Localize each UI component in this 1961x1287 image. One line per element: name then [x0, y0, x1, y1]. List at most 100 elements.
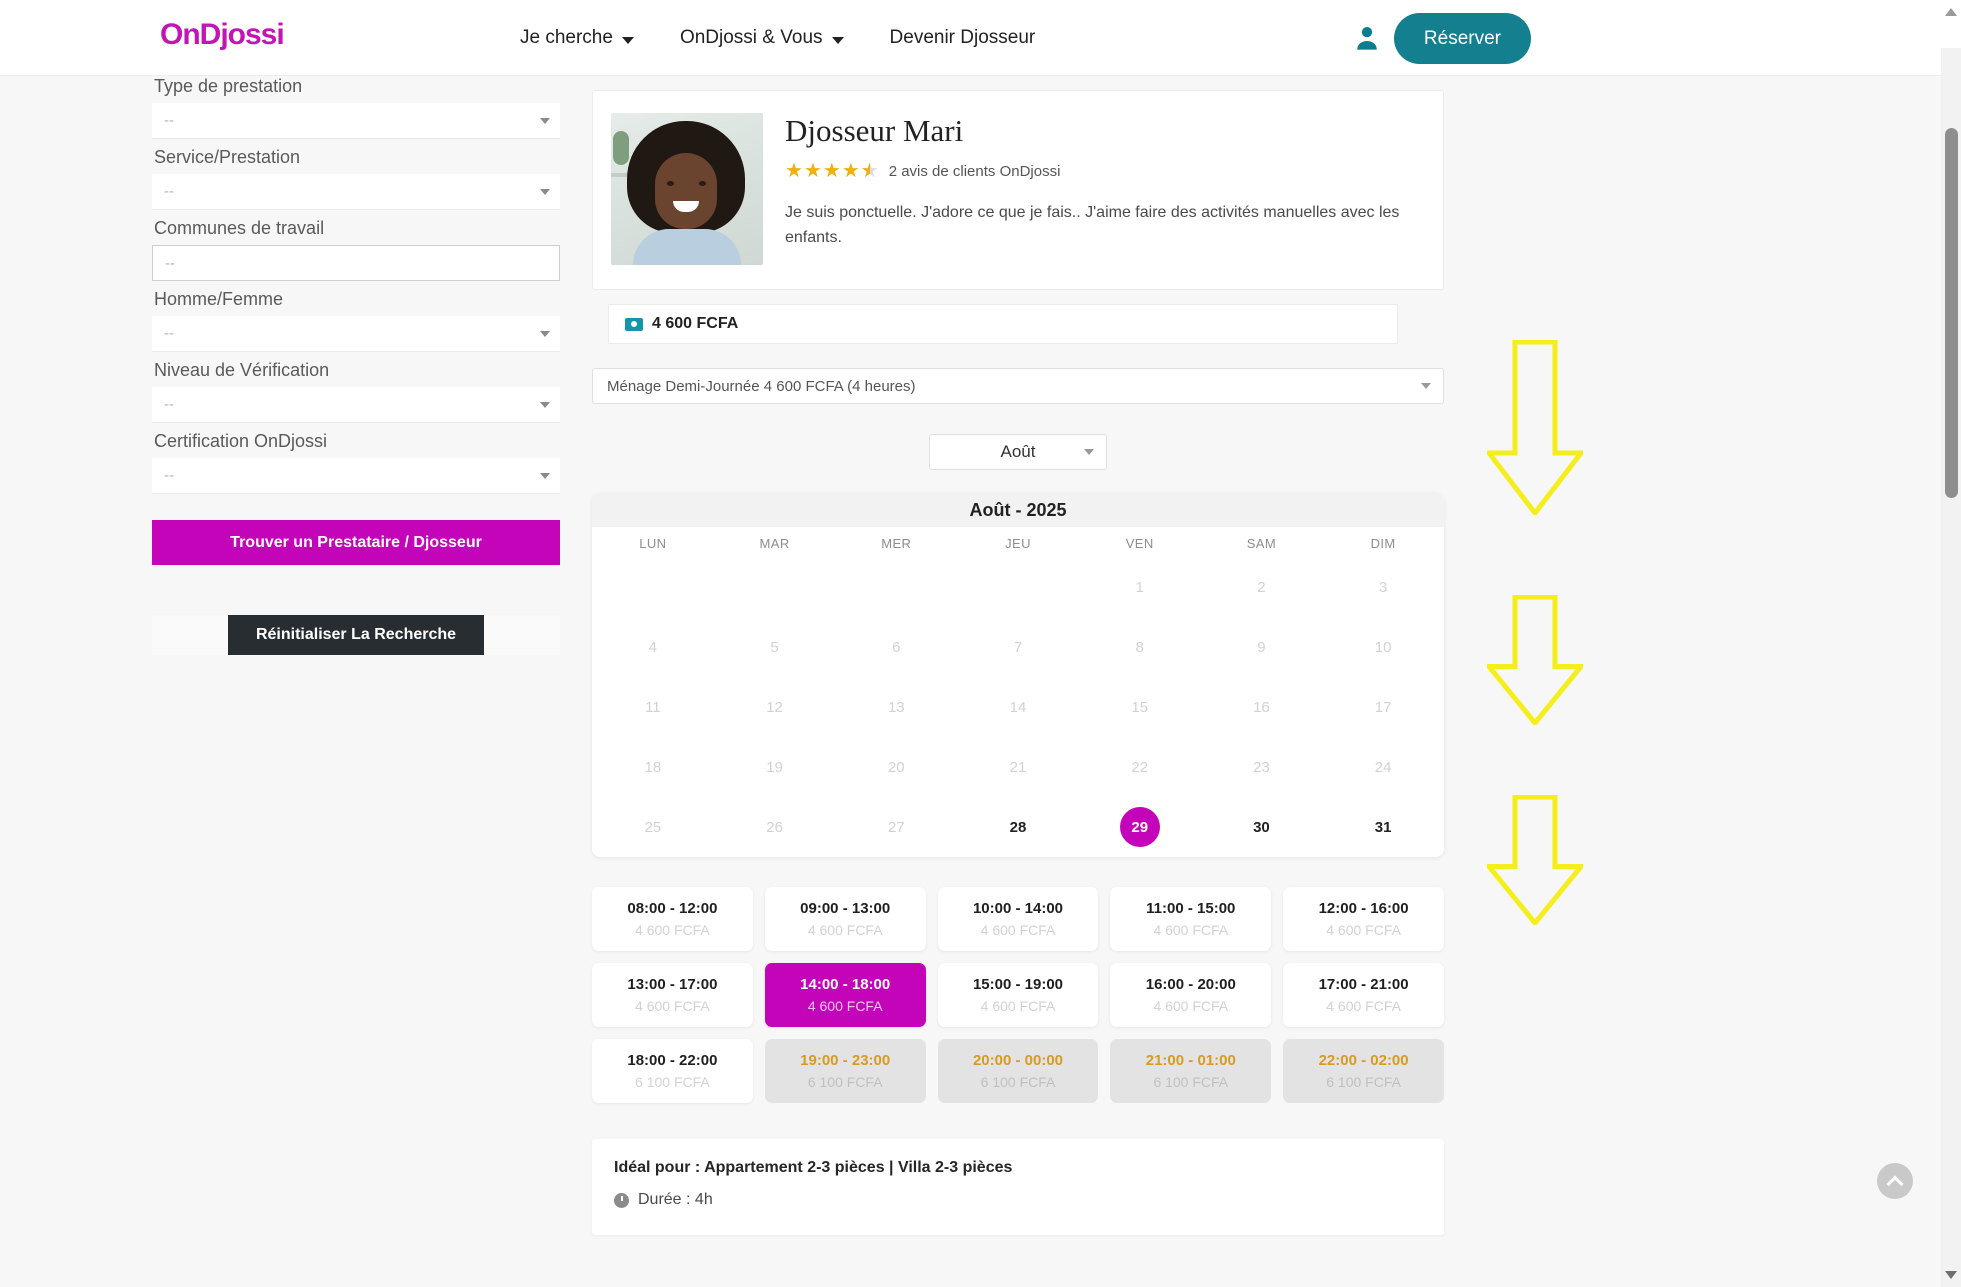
- service-select[interactable]: Ménage Demi-Journée 4 600 FCFA (4 heures…: [592, 368, 1444, 404]
- time-slot-price: 6 100 FCFA: [807, 1074, 883, 1090]
- time-slot-price: 4 600 FCFA: [807, 998, 883, 1014]
- chevron-down-icon: [540, 330, 550, 337]
- scrollbar-down-arrow-icon[interactable]: [1945, 1271, 1957, 1279]
- star-icon: ★: [841, 160, 860, 182]
- chevron-down-icon: [540, 117, 550, 124]
- money-icon: [625, 317, 643, 331]
- reset-search-button[interactable]: Réinitialiser La Recherche: [227, 615, 485, 655]
- scrollbar-thumb[interactable]: [1945, 128, 1958, 498]
- time-slot-grid: 08:00 - 12:00 4 600 FCFA 09:00 - 13:00 4 60…: [592, 887, 1444, 1103]
- calendar-weekday: LUN: [639, 536, 667, 551]
- calendar-day-5: 5: [714, 617, 836, 677]
- find-provider-button[interactable]: Trouver un Prestataire / Djosseur: [152, 520, 560, 565]
- chevron-down-icon: [540, 188, 550, 195]
- calendar-day-unavailable: 3: [1378, 578, 1388, 596]
- time-slot-0800-to-1200[interactable]: 08:00 - 12:00 4 600 FCFA: [592, 887, 753, 951]
- calendar-day-unavailable: 1: [1135, 578, 1144, 596]
- calendar-day-unavailable: 22: [1131, 758, 1149, 776]
- nav-item-ondjossi-et-vous[interactable]: OnDjossi & Vous: [680, 27, 844, 49]
- time-slot-1800-to-2200[interactable]: 18:00 - 22:00 6 100 FCFA: [592, 1039, 753, 1103]
- calendar-day-unavailable: 16: [1253, 698, 1270, 716]
- calendar-day-unavailable: 18: [644, 758, 662, 776]
- month-select[interactable]: Août: [929, 434, 1107, 470]
- reserve-button[interactable]: Réserver: [1393, 13, 1531, 64]
- chevron-down-icon: [1421, 383, 1431, 389]
- time-slot-time: 12:00 - 16:00: [1318, 900, 1409, 917]
- calendar-day-grid: 1 2 3 4 5 6 7 8 9 10 11 12 13 14 15 16 17 18 19 20 21 22 23 24 2…: [592, 557, 1444, 857]
- field-label: Type de prestation: [154, 76, 303, 96]
- calendar-day-unavailable: 17: [1374, 698, 1392, 716]
- time-slot-price: 6 100 FCFA: [1153, 1074, 1229, 1090]
- calendar-day-26: 26: [714, 797, 836, 857]
- nav-item-devenir-djosseur[interactable]: Devenir Djosseur: [890, 27, 1036, 49]
- chevron-down-icon: [540, 401, 550, 408]
- time-slot-price: 4 600 FCFA: [807, 922, 883, 938]
- calendar-day-unavailable: 13: [887, 698, 905, 716]
- service-select-value: Ménage Demi-Journée 4 600 FCFA (4 heures…: [607, 377, 916, 395]
- time-slot-1400-to-1800[interactable]: 14:00 - 18:00 4 600 FCFA: [764, 963, 926, 1027]
- homme-femme-select[interactable]: --: [152, 316, 560, 352]
- star-half-icon: ★: [861, 161, 879, 181]
- time-slot-1600-to-2000[interactable]: 16:00 - 20:00 4 600 FCFA: [1110, 963, 1272, 1027]
- calendar-day-selected: 29: [1119, 807, 1160, 847]
- user-icon[interactable]: [1353, 23, 1381, 53]
- type-de-prestation-select[interactable]: --: [152, 103, 560, 139]
- calendar-day-1: 1: [1079, 557, 1201, 617]
- calendar-day-4: 4: [592, 617, 714, 677]
- calendar-day-31[interactable]: 31: [1322, 797, 1444, 857]
- ideal-for-label: Idéal pour : Appartement 2-3 pièces | Vi…: [614, 1159, 1013, 1176]
- calendar-empty-cell: [592, 557, 714, 617]
- calendar-day-19: 19: [714, 737, 836, 797]
- calendar-day-unavailable: 11: [645, 698, 661, 716]
- select-value: --: [164, 325, 174, 342]
- star-icon: ★: [785, 160, 803, 182]
- calendar-weekday: JEU: [1005, 536, 1031, 551]
- communes-de-travail-input[interactable]: --: [152, 245, 560, 281]
- calendar-weekday: SAM: [1246, 536, 1277, 551]
- nav-item-je-cherche[interactable]: Je cherche: [520, 27, 634, 49]
- time-slot-1900-to-2300: 19:00 - 23:00 6 100 FCFA: [764, 1039, 926, 1103]
- calendar-day-available: 30: [1253, 818, 1270, 836]
- calendar-day-23: 23: [1201, 737, 1323, 797]
- calendar-day-17: 17: [1322, 677, 1444, 737]
- calendar-day-30[interactable]: 30: [1201, 797, 1323, 857]
- time-slot-price: 4 600 FCFA: [1326, 998, 1401, 1014]
- scrollbar-up-arrow-icon[interactable]: [1945, 8, 1957, 16]
- time-slot-1200-to-1600[interactable]: 12:00 - 16:00 4 600 FCFA: [1283, 887, 1444, 951]
- provider-profile-card: Djosseur Mari ★★★★★ 2 avis de clients On…: [592, 90, 1444, 290]
- niveau-de-verification-select[interactable]: --: [152, 387, 560, 423]
- rating-row: ★★★★★ 2 avis de clients OnDjossi: [785, 161, 1419, 181]
- time-slot-1300-to-1700[interactable]: 13:00 - 17:00 4 600 FCFA: [592, 963, 753, 1027]
- calendar-day-12: 12: [714, 677, 836, 737]
- time-slot-time: 22:00 - 02:00: [1318, 1052, 1409, 1069]
- time-slot-price: 4 600 FCFA: [1326, 922, 1401, 938]
- time-slot-0900-to-1300[interactable]: 09:00 - 13:00 4 600 FCFA: [764, 887, 926, 951]
- filter-homme-femme: Homme/Femme --: [152, 281, 562, 352]
- page-scrollbar[interactable]: [1941, 0, 1961, 1287]
- time-slot-1500-to-1900[interactable]: 15:00 - 19:00 4 600 FCFA: [937, 963, 1099, 1027]
- calendar-day-unavailable: 20: [887, 758, 905, 776]
- time-slot-price: 4 600 FCFA: [635, 998, 710, 1014]
- time-slot-price: 4 600 FCFA: [980, 998, 1056, 1014]
- calendar-day-29[interactable]: 29: [1079, 797, 1201, 857]
- price-value: 4 600 FCFA: [652, 315, 739, 332]
- calendar-day-unavailable: 7: [1013, 638, 1023, 656]
- calendar-weekday-header: LUN MAR MER JEU VEN SAM DIM: [592, 527, 1444, 557]
- calendar-day-unavailable: 9: [1257, 638, 1266, 656]
- time-slot-1000-to-1400[interactable]: 10:00 - 14:00 4 600 FCFA: [937, 887, 1099, 951]
- select-value: --: [164, 467, 174, 484]
- site-logo[interactable]: OnDjossi: [160, 18, 285, 51]
- calendar-day-28[interactable]: 28: [957, 797, 1079, 857]
- calendar-day-9: 9: [1201, 617, 1323, 677]
- filter-type-de-prestation: Type de prestation --: [152, 68, 562, 139]
- service-prestation-select[interactable]: --: [152, 174, 560, 210]
- down-arrow-annotation-icon: [1487, 795, 1583, 925]
- calendar-day-7: 7: [957, 617, 1079, 677]
- time-slot-1700-to-2100[interactable]: 17:00 - 21:00 4 600 FCFA: [1283, 963, 1444, 1027]
- certification-ondjossi-select[interactable]: --: [152, 458, 560, 494]
- calendar-day-22: 22: [1079, 737, 1201, 797]
- time-slot-time: 19:00 - 23:00: [800, 1052, 891, 1069]
- time-slot-1100-to-1500[interactable]: 11:00 - 15:00 4 600 FCFA: [1110, 887, 1272, 951]
- scroll-to-top-button[interactable]: [1877, 1163, 1913, 1199]
- site-header: OnDjossi Je cherche OnDjossi & Vous Deve…: [0, 0, 1941, 76]
